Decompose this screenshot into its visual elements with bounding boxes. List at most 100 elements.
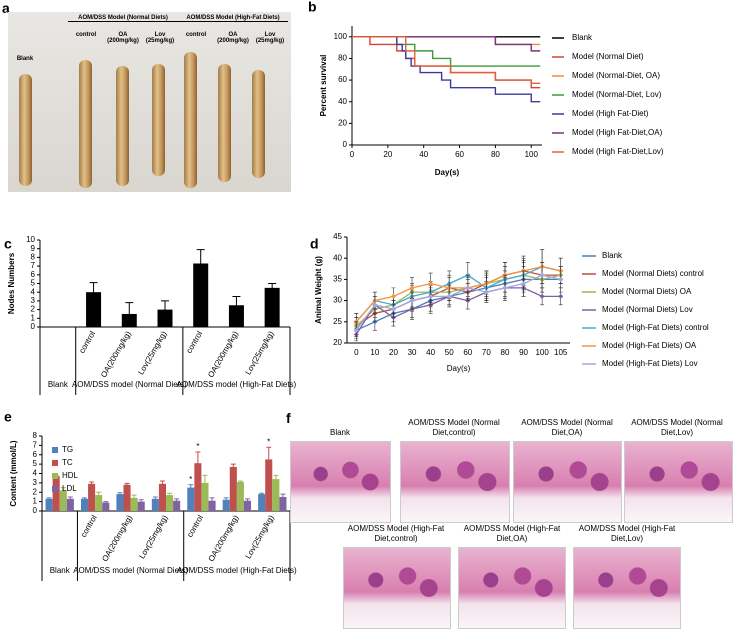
error-bar (196, 249, 205, 278)
y-tick-label: 3 (33, 478, 38, 487)
group-label: Blank (48, 380, 69, 389)
x-tick-label: 105 (554, 348, 568, 357)
colon (184, 52, 197, 188)
legend-label: TC (62, 458, 73, 467)
error-bar (131, 494, 137, 501)
error-bar (209, 497, 215, 504)
histology-image (624, 441, 733, 523)
y-tick-label: 40 (338, 97, 347, 106)
bar (194, 463, 202, 511)
error-bar (125, 302, 134, 326)
bar (222, 499, 230, 511)
colon (79, 60, 92, 188)
legend-swatch (52, 486, 58, 492)
photo-label: OA (200mg/kg) (217, 32, 249, 44)
x-axis-label: Day(s) (447, 364, 471, 373)
x-tick-label: control (77, 329, 97, 354)
bar (208, 500, 216, 511)
bar (52, 476, 60, 511)
error-bar (124, 482, 130, 487)
bar (265, 459, 273, 511)
legend-label: Blank (602, 251, 623, 260)
histology-image (343, 547, 451, 629)
x-tick-label: 10 (370, 348, 379, 357)
panel-letter: e (4, 409, 12, 425)
bar (228, 305, 244, 327)
y-axis-label: Animal Weight (g) (314, 256, 323, 324)
panel-letter: b (308, 0, 317, 15)
legend-label: Model (Normal-Diet, OA) (572, 71, 660, 80)
y-tick-label: 9 (31, 244, 36, 253)
point (520, 281, 527, 287)
y-tick-label: 7 (31, 261, 36, 270)
bar (116, 494, 124, 511)
point (390, 306, 397, 312)
y-tick-label: 1 (33, 497, 38, 506)
x-tick-label: 90 (519, 348, 528, 357)
photo-group: AOM/DSS Model (Normal Diets) (68, 15, 178, 22)
x-tick-label: OA(200mg/kg) (207, 513, 241, 563)
error-bar (89, 481, 95, 486)
x-tick-label: OA(200mg/kg) (206, 329, 240, 379)
error-bar (259, 492, 265, 496)
error-bar (89, 282, 98, 302)
group-label: Blank (50, 566, 71, 575)
y-tick-label: 35 (333, 275, 342, 284)
weight-line (355, 287, 561, 335)
y-tick-label: 30 (333, 296, 342, 305)
legend-label: Model (Normal Diets) control (602, 269, 704, 278)
x-tick-label: 20 (383, 150, 392, 159)
y-tick-label: 5 (33, 459, 38, 468)
x-tick-label: 100 (535, 348, 549, 357)
y-tick-label: 8 (33, 431, 38, 440)
survival-line (352, 36, 541, 103)
y-tick-label: 20 (338, 118, 347, 127)
bar (166, 495, 174, 511)
error-bar (202, 474, 208, 491)
y-tick-label: 45 (333, 232, 342, 241)
y-tick-label: 20 (333, 338, 342, 347)
significance: * (189, 475, 192, 484)
y-tick-label: 4 (31, 287, 36, 296)
point (558, 276, 564, 282)
x-tick-label: 80 (501, 348, 510, 357)
survival-line (352, 36, 541, 67)
bar (80, 498, 89, 511)
y-tick-label: 7 (33, 440, 38, 449)
x-tick-label: 60 (455, 150, 464, 159)
bar (258, 494, 266, 511)
legend-label: Model (High-Fat Diets) control (602, 323, 709, 332)
bar (86, 292, 102, 327)
photo-label: Lov (25mg/kg) (145, 32, 175, 44)
x-axis-label: Day(s) (435, 168, 460, 177)
histology-label: AOM/DSS Model (Normal Diet,Lov) (631, 418, 723, 437)
bar (59, 490, 67, 511)
histology-image (290, 441, 391, 523)
error-bar (152, 496, 158, 501)
y-tick-label: 4 (33, 469, 38, 478)
point (465, 285, 471, 291)
x-tick-label: control (184, 329, 204, 354)
weight-line (355, 274, 561, 331)
error-bar (67, 496, 73, 501)
error-bar (280, 493, 286, 500)
x-tick-label: Lov(25mg/kg) (244, 513, 276, 560)
weight-line (355, 265, 561, 323)
error-bar (230, 463, 236, 470)
legend-label: Model (High Fat-Diet,Lov) (572, 147, 664, 156)
colon (152, 64, 165, 176)
histology-label: AOM/DSS Model (Normal Diet,control) (408, 418, 500, 437)
x-tick-label: Lov(25mg/kg) (136, 329, 168, 376)
survival-line (352, 36, 541, 85)
error-bar (167, 492, 173, 497)
histology-label: AOM/DSS Model (High-Fat Diet,control) (347, 524, 445, 543)
x-tick-label: 20 (389, 348, 398, 357)
photo-label: Lov (25mg/kg) (255, 32, 285, 44)
point (558, 293, 564, 299)
photo-label: OA (200mg/kg) (107, 32, 139, 44)
bar (236, 481, 244, 511)
error-bar (103, 501, 109, 504)
error-bar (82, 497, 87, 500)
y-tick-label: 100 (334, 32, 348, 41)
